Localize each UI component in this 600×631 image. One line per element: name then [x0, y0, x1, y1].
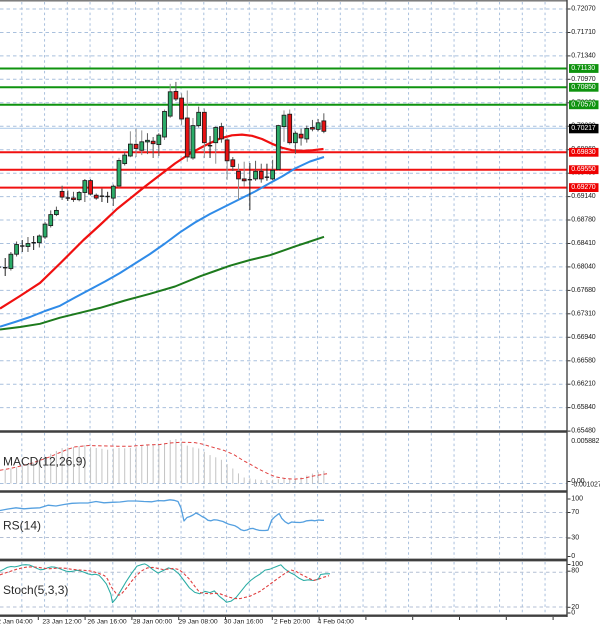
svg-text:22 Jan 04:00: 22 Jan 04:00	[0, 618, 33, 625]
svg-text:0.71130: 0.71130	[571, 65, 595, 72]
svg-text:26 Jan 16:00: 26 Jan 16:00	[87, 618, 127, 625]
svg-text:RS(14): RS(14)	[3, 519, 41, 533]
svg-text:Stoch(5,3,3): Stoch(5,3,3)	[3, 583, 68, 597]
svg-text:0.70850: 0.70850	[571, 84, 596, 91]
svg-text:0.66580: 0.66580	[571, 357, 596, 364]
svg-text:0.70570: 0.70570	[571, 101, 596, 108]
svg-text:0: 0	[571, 553, 575, 560]
svg-text:100: 100	[571, 561, 583, 568]
svg-text:-0.001027: -0.001027	[571, 481, 600, 488]
svg-text:29 Jan 08:00: 29 Jan 08:00	[178, 618, 218, 625]
svg-text:30 Jan 16:00: 30 Jan 16:00	[224, 618, 264, 625]
svg-text:MACD(12,26,9): MACD(12,26,9)	[3, 455, 86, 469]
svg-text:4 Feb 04:00: 4 Feb 04:00	[318, 618, 354, 625]
svg-text:0.67680: 0.67680	[571, 287, 596, 294]
svg-text:0.69140: 0.69140	[571, 193, 596, 200]
svg-text:30: 30	[571, 535, 579, 542]
svg-text:0.69830: 0.69830	[571, 149, 596, 156]
svg-text:100: 100	[571, 496, 583, 503]
svg-text:0.71710: 0.71710	[571, 29, 596, 36]
svg-text:0.68040: 0.68040	[571, 263, 596, 270]
svg-text:0: 0	[571, 610, 575, 617]
svg-text:80: 80	[571, 568, 579, 575]
svg-text:2 Feb 20:00: 2 Feb 20:00	[274, 618, 310, 625]
svg-text:0.65480: 0.65480	[571, 428, 596, 435]
svg-text:0.70217: 0.70217	[571, 125, 596, 132]
svg-text:28 Jan 00:00: 28 Jan 00:00	[133, 618, 173, 625]
svg-text:23 Jan 12:00: 23 Jan 12:00	[42, 618, 82, 625]
svg-text:0.70970: 0.70970	[571, 76, 596, 83]
svg-text:70: 70	[571, 509, 579, 516]
svg-text:0.72070: 0.72070	[571, 6, 596, 13]
svg-text:0.67310: 0.67310	[571, 310, 596, 317]
svg-text:20: 20	[571, 604, 579, 611]
svg-text:0.65840: 0.65840	[571, 404, 596, 411]
svg-text:0.66940: 0.66940	[571, 334, 596, 341]
svg-text:0.69270: 0.69270	[571, 184, 596, 191]
svg-text:0.005882: 0.005882	[571, 438, 599, 445]
svg-text:0.68780: 0.68780	[571, 217, 596, 224]
svg-text:0.66210: 0.66210	[571, 381, 596, 388]
svg-text:0.71340: 0.71340	[571, 52, 596, 59]
svg-text:0.69550: 0.69550	[571, 166, 596, 173]
svg-text:0,00: 0,00	[571, 478, 584, 485]
svg-text:0.68410: 0.68410	[571, 240, 596, 247]
